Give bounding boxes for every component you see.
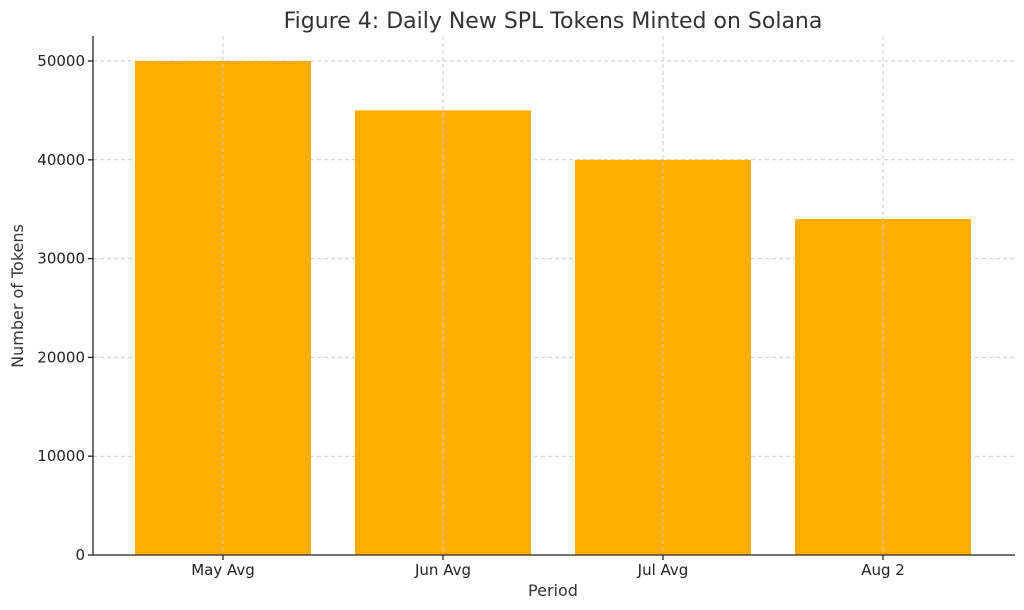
y-tick-label: 0	[75, 546, 85, 564]
x-tick-label: May Avg	[191, 561, 255, 579]
x-tick-label: Jul Avg	[637, 561, 689, 579]
y-tick-label: 50000	[37, 52, 85, 70]
y-tick-layer: 0 10000 20000 30000 40000 50000	[37, 52, 93, 564]
chart-title: Figure 4: Daily New SPL Tokens Minted on…	[284, 9, 823, 34]
vertical-grid-layer	[222, 36, 884, 555]
y-axis-label: Number of Tokens	[8, 224, 27, 368]
x-tick-label: Jun Avg	[414, 561, 471, 579]
x-tick-layer: May Avg Jun Avg Jul Avg Aug 2	[191, 555, 905, 579]
y-tick-label: 10000	[37, 447, 85, 465]
y-tick-label: 40000	[37, 151, 85, 169]
y-tick-label: 30000	[37, 250, 85, 268]
y-tick-label: 20000	[37, 348, 85, 366]
x-axis-label: Period	[528, 581, 578, 600]
x-tick-label: Aug 2	[861, 561, 905, 579]
bar-layer	[135, 61, 971, 556]
